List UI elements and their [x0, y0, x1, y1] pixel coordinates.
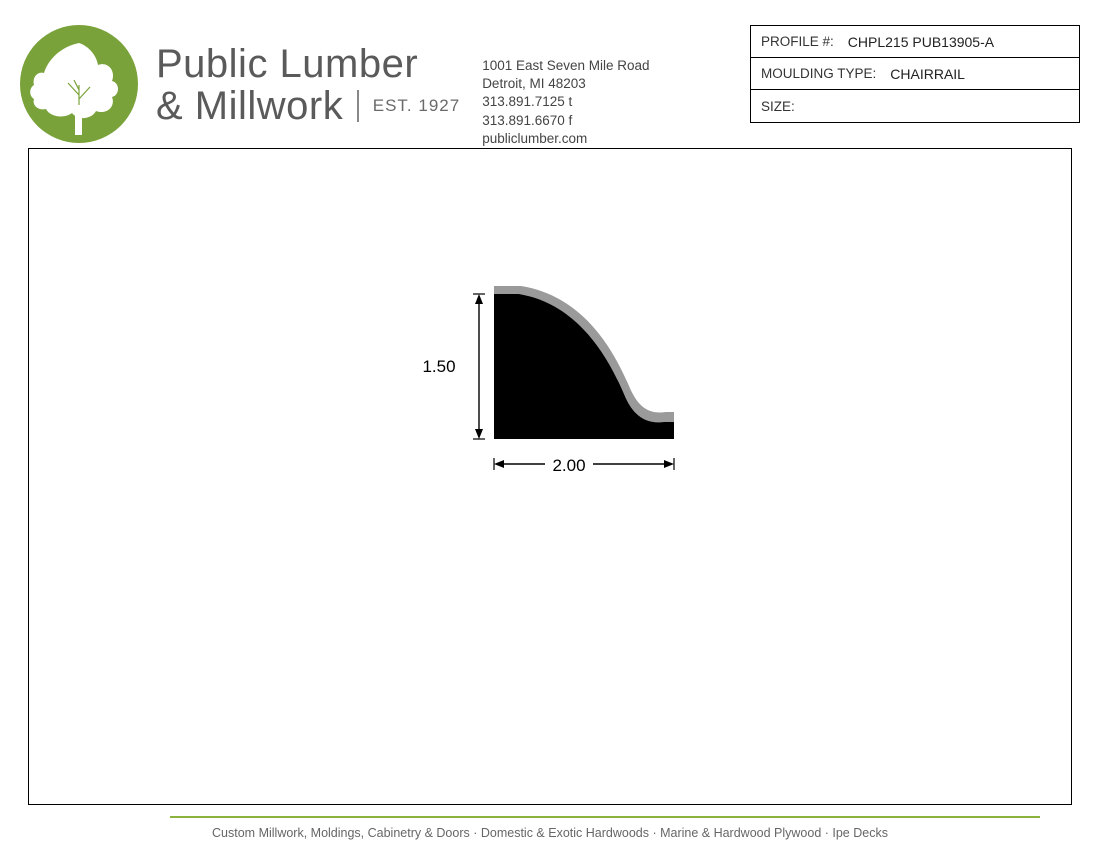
company-name-line2: & Millwork [156, 85, 343, 127]
tree-icon [20, 25, 138, 143]
divider [357, 90, 359, 122]
profile-figure: 2.00 1.50 [399, 264, 719, 524]
address-line1: 1001 East Seven Mile Road [482, 57, 649, 75]
company-logo [20, 25, 138, 143]
spec-row-size: SIZE: [751, 90, 1079, 122]
profile-value: CHPL215 PUB13905-A [848, 34, 994, 50]
footer-rule [170, 816, 1040, 819]
type-value: CHAIRRAIL [890, 66, 965, 82]
footer-text: Custom Millwork, Moldings, Cabinetry & D… [0, 826, 1100, 840]
svg-text:2.00: 2.00 [552, 456, 585, 475]
contact-block: 1001 East Seven Mile Road Detroit, MI 48… [482, 57, 649, 148]
profile-drawing: 2.00 1.50 [399, 264, 719, 524]
size-label: SIZE: [761, 99, 795, 114]
spec-row-profile: PROFILE #: CHPL215 PUB13905-A [751, 26, 1079, 58]
profile-label: PROFILE #: [761, 34, 834, 49]
fax: 313.891.6670 f [482, 112, 649, 130]
website: publiclumber.com [482, 130, 649, 148]
svg-text:1.50: 1.50 [422, 357, 455, 376]
company-name-line1: Public Lumber [156, 43, 460, 85]
phone: 313.891.7125 t [482, 93, 649, 111]
type-label: MOULDING TYPE: [761, 66, 876, 81]
established-label: EST. 1927 [373, 96, 460, 116]
company-name-block: Public Lumber & Millwork EST. 1927 [156, 43, 460, 127]
spec-table: PROFILE #: CHPL215 PUB13905-A MOULDING T… [750, 25, 1080, 123]
spec-row-type: MOULDING TYPE: CHAIRRAIL [751, 58, 1079, 90]
drawing-canvas: 2.00 1.50 [28, 148, 1072, 805]
address-line2: Detroit, MI 48203 [482, 75, 649, 93]
